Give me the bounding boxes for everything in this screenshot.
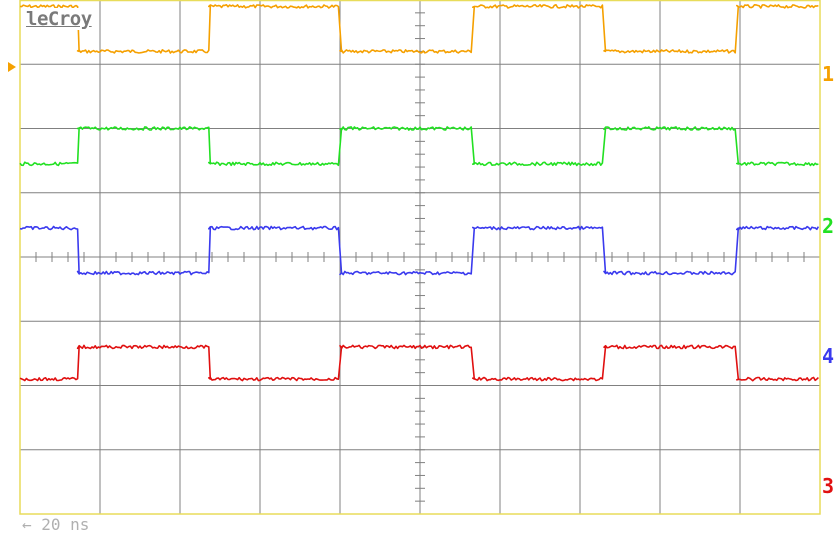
trigger-marker-icon (8, 62, 16, 72)
brand-logo: leCroy (24, 8, 94, 30)
channel-4-label: 4 (822, 344, 835, 368)
channel-1-label: 1 (822, 62, 835, 86)
screen-frame (19, 0, 821, 515)
waveform-channel-2 (19, 126, 819, 167)
channel-2-label: 2 (822, 214, 835, 238)
channel-3-label: 3 (822, 474, 835, 498)
waveform-channel-1 (19, 4, 819, 54)
waveform-channel-3 (19, 344, 819, 382)
waveform-channel-4 (19, 225, 820, 276)
timebase-readout: ← 20 ns (22, 515, 90, 534)
